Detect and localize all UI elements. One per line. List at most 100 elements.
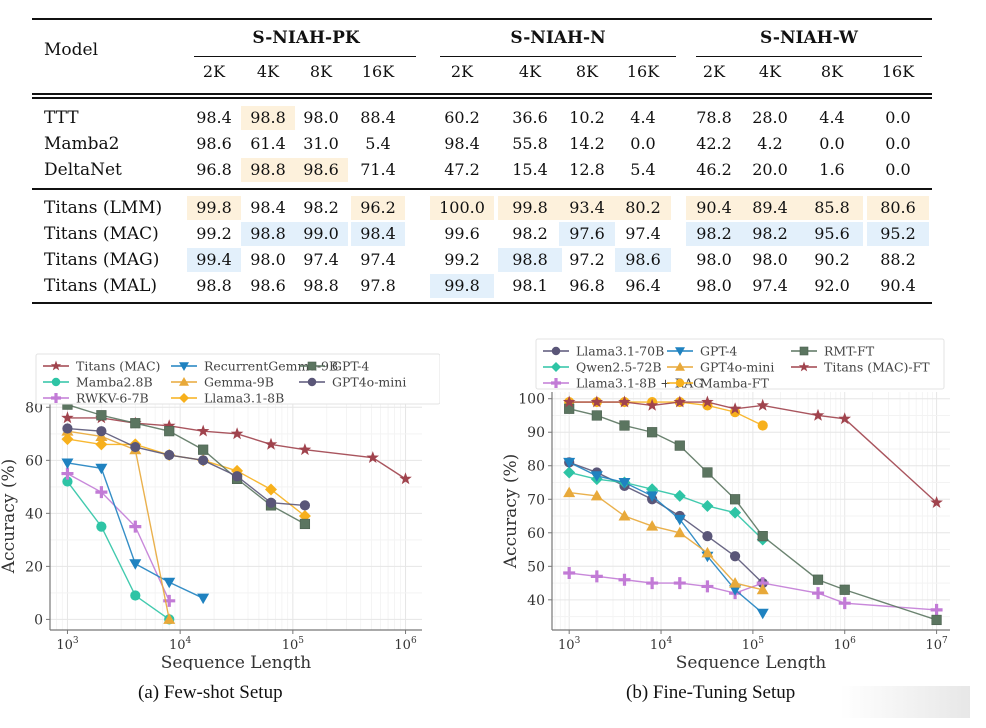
- table-cell: 95.2: [867, 222, 929, 246]
- table-cell: 60.2: [444, 108, 480, 127]
- table-cell: 99.6: [444, 224, 480, 243]
- table-cell: 97.4: [303, 250, 339, 269]
- x-tick-label: 105: [282, 636, 305, 653]
- marker-star: [701, 395, 714, 408]
- marker-triangle-up: [729, 577, 742, 588]
- table-cell: 98.1: [512, 276, 548, 295]
- table-cell: 98.8: [303, 276, 339, 295]
- row-model-label: DeltaNet: [44, 160, 122, 180]
- marker-star: [618, 395, 631, 408]
- marker-triangle-up: [675, 362, 685, 371]
- marker-star: [930, 496, 943, 508]
- legend-label: Llama3.1-70B: [576, 344, 664, 359]
- marker-triangle-down: [61, 458, 74, 469]
- row-model-label: Titans (LMM): [44, 198, 163, 218]
- y-tick-label: 80: [527, 459, 545, 475]
- marker-circle: [51, 377, 61, 387]
- length-header: 4K: [256, 62, 280, 81]
- table-cell: 97.6: [559, 222, 615, 246]
- marker-star: [230, 427, 244, 440]
- marker-square: [564, 403, 575, 414]
- table-cell: 0.0: [885, 108, 911, 127]
- group-rule-w: [696, 56, 922, 57]
- marker-plus: [673, 577, 686, 590]
- marker-plus: [61, 467, 74, 480]
- marker-circle: [62, 476, 73, 487]
- legend-label: Llama3.1-8B + RAG: [576, 376, 703, 391]
- marker-triangle-up: [756, 583, 769, 595]
- series-rwkv-6-7b: [61, 467, 176, 607]
- marker-star: [399, 472, 412, 485]
- table-cell: 14.2: [569, 134, 605, 153]
- row-model-label: Titans (MAG): [44, 250, 160, 270]
- legend-label: Gemma-9B: [204, 375, 274, 390]
- marker-triangle-up: [163, 613, 176, 624]
- series-line: [67, 472, 170, 602]
- table-cell: 1.6: [819, 160, 845, 179]
- marker-plus: [930, 603, 943, 616]
- table-cell: 98.2: [303, 198, 339, 217]
- marker-plus: [701, 580, 714, 593]
- legend-box: [535, 338, 945, 390]
- watermark-overlay: [840, 686, 970, 718]
- table-cell: 36.6: [512, 108, 548, 127]
- y-tick-label: 100: [518, 392, 545, 408]
- table-cell: 4.4: [630, 108, 656, 127]
- marker-square: [799, 346, 809, 356]
- table-cell: 98.0: [696, 250, 732, 269]
- marker-triangle-up: [646, 520, 659, 531]
- marker-star: [264, 437, 278, 450]
- table-cell: 100.0: [430, 196, 494, 220]
- y-tick-label: 50: [527, 559, 545, 575]
- caption-fine-tuning: (b) Fine-Tuning Setup: [626, 682, 796, 703]
- legend-label: Mamba2.8B: [76, 375, 153, 390]
- marker-triangle-down: [675, 347, 685, 356]
- marker-circle: [265, 497, 277, 508]
- marker-triangle-down: [197, 593, 210, 605]
- series-line: [67, 430, 170, 620]
- legend-label: GPT-4: [700, 344, 737, 359]
- marker-square: [839, 584, 850, 595]
- chart-fine-tuning: 40 50 60 70 80 90 100 103 104 105 106 107 Sequence L…: [501, 338, 950, 670]
- length-header: 16K: [881, 62, 915, 81]
- marker-triangle-up: [563, 486, 576, 498]
- x-axis-label: Sequence Length: [161, 653, 312, 670]
- marker-triangle-up: [179, 377, 189, 386]
- table-cell: 97.4: [752, 276, 788, 295]
- table-cell: 96.8: [569, 276, 605, 295]
- legend-label: Titans (MAC): [76, 359, 160, 374]
- marker-square: [307, 361, 317, 371]
- legend-label: Qwen2.5-72B: [576, 360, 662, 375]
- table-cell: 96.8: [196, 160, 232, 179]
- table-cell: 98.4: [351, 222, 405, 246]
- marker-square: [591, 410, 602, 421]
- row-model-label: Mamba2: [44, 134, 120, 154]
- table-top-rule: [32, 18, 932, 20]
- marker-square: [674, 440, 685, 451]
- grid: [552, 392, 950, 630]
- marker-triangle-down: [590, 471, 603, 482]
- length-header: 2K: [202, 62, 226, 81]
- table-header-rule: [32, 93, 932, 95]
- marker-circle: [164, 449, 175, 461]
- marker-square: [198, 444, 209, 455]
- marker-circle: [130, 590, 141, 601]
- table-cell: 98.6: [294, 158, 348, 182]
- length-header: 16K: [361, 62, 395, 81]
- table-cell: 99.2: [196, 224, 232, 243]
- table-cell: 98.4: [196, 108, 232, 127]
- table-cell: 98.0: [752, 250, 788, 269]
- length-header: 2K: [702, 62, 726, 81]
- series-gpt4o-mini: [563, 486, 769, 595]
- y-tick-label: 0: [34, 612, 43, 628]
- table-cell: 99.2: [444, 250, 480, 269]
- table-cell: 12.8: [569, 160, 605, 179]
- table-cell: 88.2: [880, 250, 916, 269]
- series-line: [67, 427, 305, 507]
- y-tick-label: 70: [527, 492, 545, 508]
- marker-star: [196, 424, 210, 437]
- model-column-header: Model: [44, 40, 99, 60]
- table-cell: 98.2: [512, 224, 548, 243]
- marker-star: [798, 361, 810, 372]
- table-mid-rule: [32, 188, 932, 190]
